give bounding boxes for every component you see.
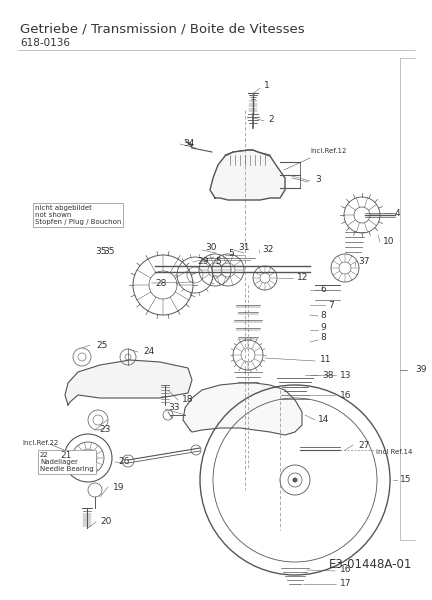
- Polygon shape: [210, 150, 285, 200]
- Text: 8: 8: [320, 311, 326, 319]
- Text: 18: 18: [182, 395, 194, 404]
- Text: 33: 33: [168, 403, 180, 413]
- Text: 10: 10: [383, 238, 394, 247]
- Circle shape: [292, 478, 298, 482]
- Text: 14: 14: [318, 415, 329, 425]
- Text: 17: 17: [340, 578, 352, 587]
- Text: 31: 31: [238, 244, 250, 253]
- Text: 9: 9: [320, 323, 326, 332]
- Text: 30: 30: [205, 244, 216, 253]
- Text: 25: 25: [96, 340, 108, 349]
- Polygon shape: [183, 383, 302, 435]
- Text: 28: 28: [155, 280, 166, 289]
- Text: 3: 3: [315, 175, 321, 185]
- Text: 16: 16: [340, 391, 352, 400]
- Text: 618-0136: 618-0136: [20, 38, 70, 48]
- Text: 35: 35: [103, 247, 114, 257]
- Text: 7: 7: [328, 301, 334, 310]
- Text: 13: 13: [340, 370, 352, 379]
- Text: Incl.Ref.22: Incl.Ref.22: [22, 440, 58, 446]
- Text: 32: 32: [262, 245, 273, 253]
- Text: 15: 15: [400, 475, 412, 485]
- Text: 29: 29: [197, 257, 208, 266]
- Text: 11: 11: [320, 355, 331, 364]
- Text: 23: 23: [99, 425, 110, 434]
- Text: 16: 16: [340, 565, 352, 575]
- Text: 12: 12: [297, 274, 308, 283]
- Text: 8: 8: [320, 334, 326, 343]
- Polygon shape: [65, 360, 192, 405]
- Text: incl.Ref.12: incl.Ref.12: [310, 148, 346, 154]
- Text: 21: 21: [60, 451, 71, 460]
- Text: nicht abgebildet
not shown
Stopfen / Plug / Bouchon: nicht abgebildet not shown Stopfen / Plu…: [35, 205, 121, 225]
- Text: 34: 34: [183, 139, 194, 148]
- Text: 24: 24: [143, 347, 154, 356]
- Text: 1: 1: [264, 80, 270, 89]
- Text: Getriebe / Transmission / Boite de Vitesses: Getriebe / Transmission / Boite de Vites…: [20, 22, 305, 35]
- Text: 22
Nadellager
Needle Bearing: 22 Nadellager Needle Bearing: [40, 452, 94, 472]
- Text: 27: 27: [358, 440, 369, 449]
- Text: 38: 38: [322, 370, 334, 379]
- Text: incl Ref.14: incl Ref.14: [376, 449, 413, 455]
- Text: 5: 5: [228, 248, 234, 257]
- Text: E3-01448A-01: E3-01448A-01: [329, 558, 412, 571]
- Text: 37: 37: [358, 257, 369, 266]
- Text: 6: 6: [320, 286, 326, 295]
- Text: 4: 4: [395, 208, 400, 217]
- Text: 2: 2: [268, 115, 273, 124]
- Text: 39: 39: [415, 365, 426, 374]
- Text: 19: 19: [113, 482, 124, 491]
- Text: 20: 20: [100, 517, 111, 527]
- Text: 26: 26: [118, 457, 129, 467]
- Text: 5: 5: [215, 257, 221, 266]
- Text: 35: 35: [95, 247, 107, 257]
